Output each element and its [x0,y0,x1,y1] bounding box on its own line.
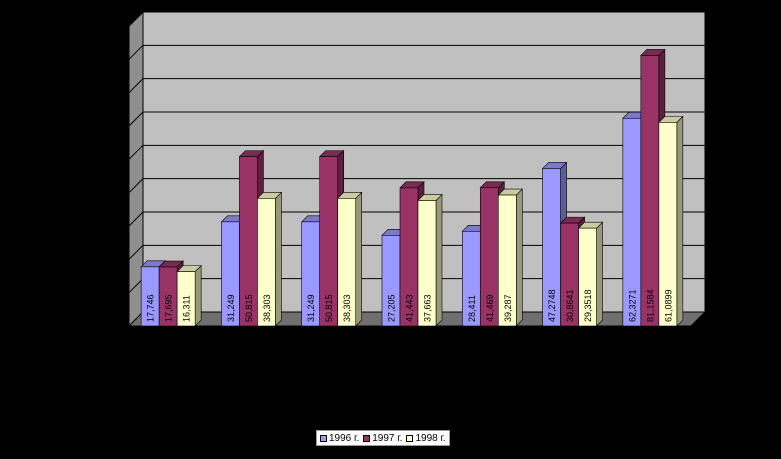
bar [658,122,678,327]
bar-side [194,264,202,327]
data-label: 31,249 [306,294,316,322]
gridline [128,111,705,127]
legend-swatch-1997 [363,434,371,442]
gridline [128,144,705,160]
data-label: 39,287 [503,294,513,322]
data-label: 28,411 [467,295,477,322]
bar-side [435,193,443,327]
bar [417,200,437,327]
gridline [128,11,705,27]
legend-label-1996: 1996 г. [329,432,360,444]
data-label: 81,1584 [645,289,655,322]
bar-side [596,221,603,327]
chart-bars: 17,746 17,695 16,311 31,249 50,815 38,303 31,2… [140,48,684,327]
legend-swatch-1998 [406,434,414,442]
legend-item-1997: 1997 г. [363,433,402,444]
data-label: 37,663 [423,294,433,322]
bar [497,194,517,327]
legend-label-1997: 1997 г. [372,432,403,444]
data-label: 62,3271 [627,289,637,322]
data-label: 31,249 [226,294,236,322]
legend-swatch-1996 [320,434,327,442]
bar [257,198,276,327]
bar-side [355,191,363,327]
data-label: 29,3518 [583,289,593,322]
data-label: 41,469 [485,294,495,322]
data-label: 17,746 [146,294,156,322]
data-label: 50,815 [244,294,254,322]
data-label: 30,8641 [565,289,575,322]
gridline [128,78,705,94]
legend-label-1998: 1998 г. [415,432,446,444]
bar-side [515,188,523,327]
gridline [128,44,705,60]
bar [337,198,357,327]
data-label: 38,303 [262,294,272,322]
legend-item-1996: 1996 г. [320,433,359,444]
gridline [128,178,705,194]
data-label: 17,695 [164,294,174,322]
bar-side [275,191,282,327]
data-label: 61,0899 [663,289,673,322]
bar [578,227,597,327]
data-label: 47,2748 [547,289,557,322]
data-label: 38,303 [342,294,352,322]
bar [640,55,660,327]
bar [176,271,196,327]
data-label: 50,815 [324,294,334,322]
legend-item-1998: 1998 г. [406,432,446,444]
chart-legend: 1996 г. 1997 г. 1998 г. [316,430,450,446]
data-label: 16,311 [182,295,192,322]
bar-side [676,115,684,327]
data-label: 27,205 [387,294,397,322]
data-label: 41,443 [405,294,415,322]
